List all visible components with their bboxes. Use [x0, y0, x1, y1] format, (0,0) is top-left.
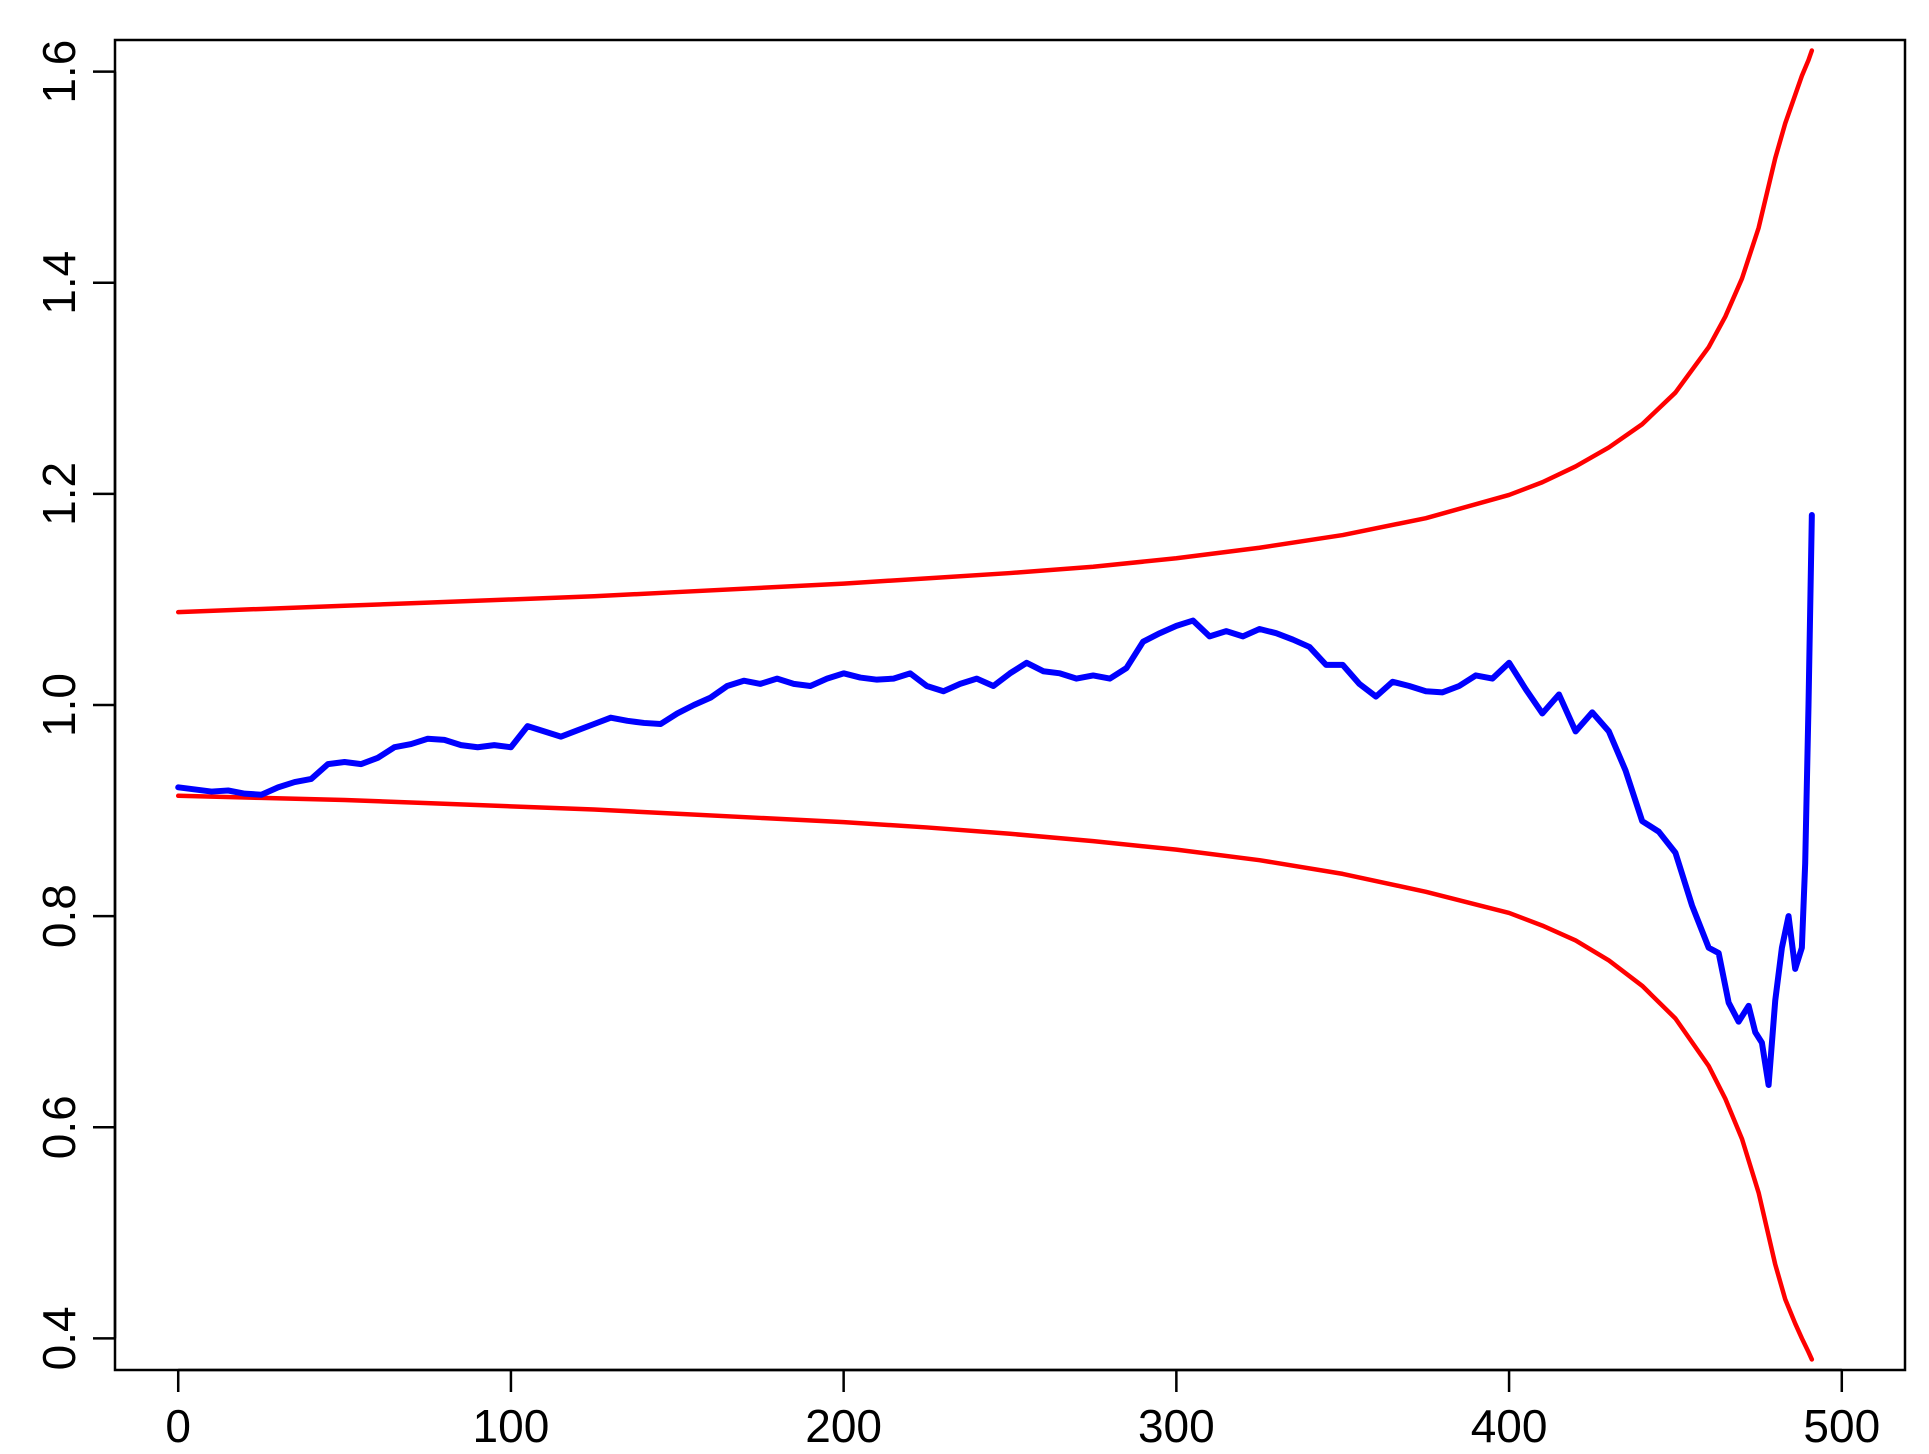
y-tick-label: 1.0 — [33, 673, 85, 737]
plot-frame — [113, 38, 1907, 1372]
y-tick-label: 1.6 — [33, 40, 85, 104]
y-tick-label: 1.2 — [33, 462, 85, 526]
series-line-2 — [175, 793, 1815, 1362]
y-tick-label: 0.8 — [33, 884, 85, 948]
x-tick-label: 300 — [1138, 1400, 1215, 1452]
x-tick-label: 500 — [1803, 1400, 1880, 1452]
series-line-3 — [175, 512, 1815, 1088]
x-tick-label: 200 — [805, 1400, 882, 1452]
y-tick-label: 1.4 — [33, 251, 85, 315]
y-axis: 0.4 0.6 0.8 1.0 1.2 1.4 1.6 — [33, 40, 117, 1370]
series-layer — [175, 48, 1815, 1362]
y-tick-label: 0.6 — [33, 1095, 85, 1159]
x-axis: 0 100 200 300 400 500 — [165, 1368, 1880, 1452]
x-tick-label: 0 — [165, 1400, 191, 1452]
x-tick-label: 400 — [1471, 1400, 1548, 1452]
y-tick-label: 0.4 — [33, 1306, 85, 1370]
x-tick-label: 100 — [473, 1400, 550, 1452]
series-line-1 — [175, 48, 1815, 615]
